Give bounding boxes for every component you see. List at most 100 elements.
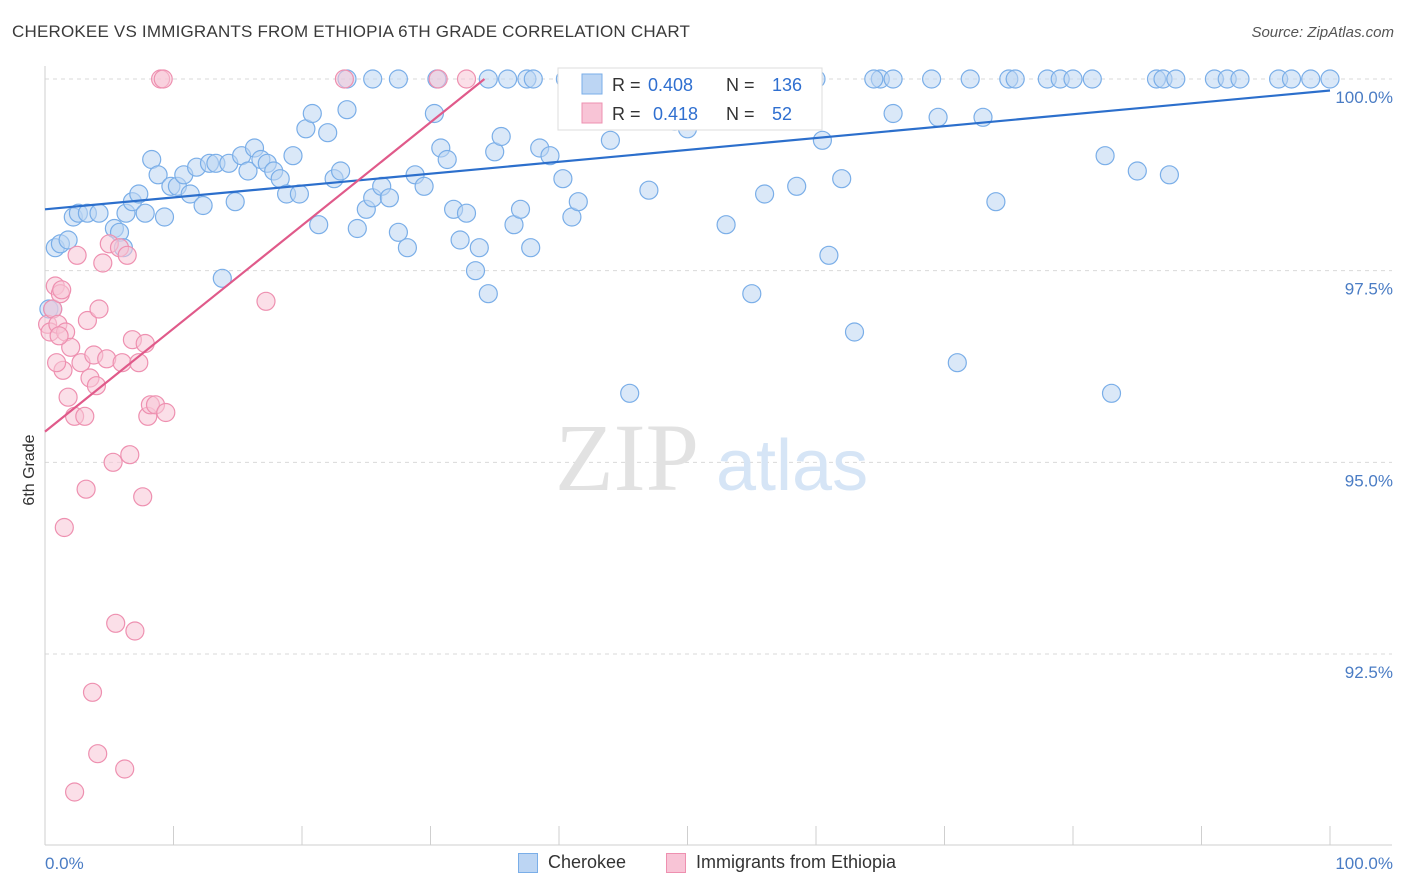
point-ethiopia-33: [135, 333, 155, 354]
point-cherokee-116: [363, 69, 383, 89]
point-cherokee-115: [1320, 69, 1340, 89]
point-cherokee-70: [540, 146, 560, 166]
point-ethiopia-30: [125, 621, 145, 641]
point-cherokee-84: [812, 130, 833, 150]
point-cherokee-103: [1101, 383, 1122, 403]
point-cherokee-65: [491, 126, 511, 147]
point-ethiopia-43: [88, 744, 108, 764]
point-ethiopia-45: [256, 291, 276, 311]
point-cherokee-134: [864, 69, 884, 89]
point-cherokee-111: [1230, 69, 1250, 89]
point-cherokee-23: [193, 195, 213, 216]
point-cherokee-113: [1281, 69, 1302, 89]
point-cherokee-73: [568, 192, 588, 212]
point-cherokee-3: [58, 230, 78, 250]
point-cherokee-44: [331, 161, 351, 181]
watermark-zip: ZIP: [555, 404, 699, 511]
legend-item-cherokee[interactable]: Cherokee: [518, 852, 626, 873]
point-cherokee-38: [289, 184, 309, 204]
point-cherokee-119: [498, 69, 518, 89]
point-cherokee-79: [716, 215, 736, 235]
point-ethiopia-46: [334, 69, 354, 89]
point-ethiopia-13: [75, 406, 95, 426]
point-ethiopia-8: [58, 387, 78, 407]
point-cherokee-118: [478, 69, 498, 89]
point-cherokee-121: [523, 69, 543, 89]
point-ethiopia-47: [428, 69, 448, 89]
point-cherokee-40: [302, 103, 322, 124]
point-ethiopia-51: [49, 326, 69, 346]
legend-r-label-1: R =: [612, 75, 641, 95]
point-cherokee-100: [1063, 69, 1083, 89]
point-cherokee-102: [1095, 146, 1115, 166]
point-ethiopia-40: [54, 517, 74, 538]
y-tick-label-3: 100.0%: [1335, 88, 1393, 107]
point-ethiopia-22: [103, 452, 123, 472]
point-ethiopia-26: [115, 759, 135, 779]
point-cherokee-101: [1082, 69, 1102, 89]
point-cherokee-62: [469, 238, 489, 258]
point-cherokee-92: [947, 353, 967, 373]
legend-swatch-ethiopia-bottom: [666, 852, 686, 873]
point-cherokee-41: [309, 215, 329, 235]
legend-item-ethiopia[interactable]: Immigrants from Ethiopia: [666, 852, 896, 873]
legend-swatch-ethiopia: [581, 102, 603, 124]
point-cherokee-45: [337, 100, 357, 120]
point-cherokee-13: [129, 184, 149, 204]
y-tick-label-1: 95.0%: [1345, 471, 1393, 490]
point-cherokee-107: [1159, 165, 1180, 185]
point-ethiopia-11: [67, 245, 87, 265]
point-cherokee-104: [1127, 161, 1147, 181]
point-cherokee-61: [465, 261, 486, 281]
point-cherokee-17: [154, 207, 175, 227]
y-tick-labels: 92.5% 95.0% 97.5% 100.0%: [1335, 88, 1393, 682]
watermark: ZIP atlas: [555, 404, 868, 511]
x-tick-labels: 0.0% 100.0%: [45, 854, 1393, 873]
point-ethiopia-27: [117, 245, 137, 265]
point-ethiopia-49: [52, 280, 72, 300]
x-tick-label-1: 100.0%: [1335, 854, 1393, 873]
point-ethiopia-39: [156, 402, 176, 423]
point-cherokee-97: [1005, 69, 1025, 89]
legend-swatch-cherokee: [581, 73, 603, 95]
point-ethiopia-14: [77, 310, 98, 331]
point-cherokee-95: [986, 192, 1006, 212]
point-cherokee-137: [388, 69, 408, 89]
point-cherokee-93: [960, 69, 980, 89]
axes: [44, 66, 1392, 846]
legend-n-label-1: N =: [726, 75, 755, 95]
point-ethiopia-23: [106, 613, 126, 633]
point-cherokee-81: [754, 184, 775, 204]
point-cherokee-55: [424, 103, 444, 124]
point-ethiopia-18: [89, 299, 109, 319]
point-cherokee-91: [928, 107, 948, 127]
point-cherokee-59: [450, 230, 470, 250]
point-cherokee-138: [883, 103, 903, 124]
trend-line-ethiopia: [44, 78, 486, 433]
point-cherokee-16: [148, 165, 168, 185]
point-cherokee-108: [1166, 69, 1186, 89]
point-cherokee-90: [921, 69, 942, 89]
point-cherokee-87: [844, 322, 865, 342]
point-ethiopia-19: [93, 253, 113, 273]
point-ethiopia-41: [76, 479, 96, 499]
legend-r-value-ethiopia: 0.418: [653, 104, 698, 124]
point-ethiopia-28: [120, 445, 140, 465]
legend-n-label-2: N =: [726, 104, 755, 124]
point-ethiopia-48: [456, 69, 477, 89]
point-cherokee-37: [283, 146, 303, 166]
watermark-atlas: atlas: [716, 426, 868, 506]
point-cherokee-28: [225, 192, 245, 212]
trend-lines: [44, 78, 1331, 433]
point-cherokee-75: [620, 383, 640, 403]
series-legend: Cherokee Immigrants from Ethiopia: [0, 852, 1406, 876]
legend-r-label-2: R =: [612, 104, 641, 124]
point-cherokee-46: [347, 218, 367, 239]
point-cherokee-86: [832, 169, 852, 189]
legend-swatch-cherokee-bottom: [518, 852, 538, 873]
point-cherokee-68: [521, 238, 541, 258]
point-cherokee-114: [1301, 69, 1321, 89]
point-cherokee-74: [600, 130, 621, 150]
point-cherokee-52: [397, 238, 417, 258]
